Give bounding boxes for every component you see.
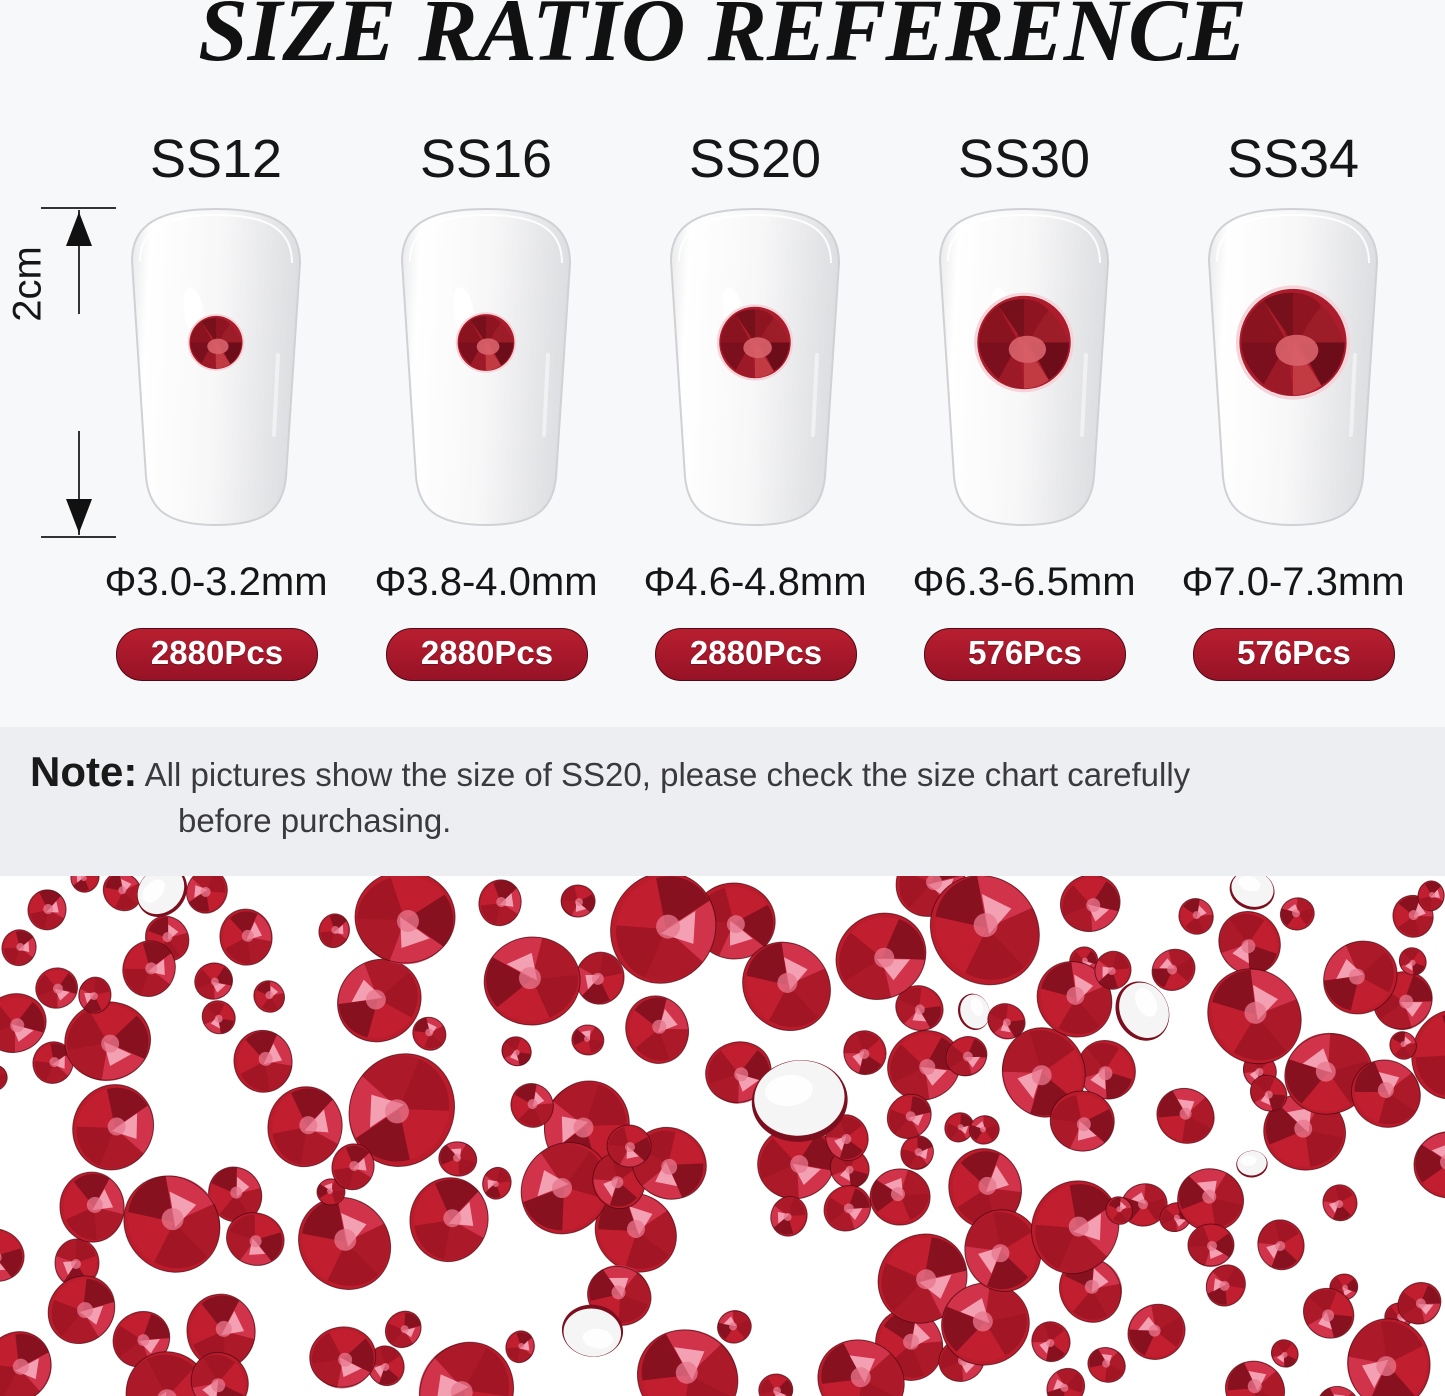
svg-text:2cm: 2cm (6, 246, 50, 322)
